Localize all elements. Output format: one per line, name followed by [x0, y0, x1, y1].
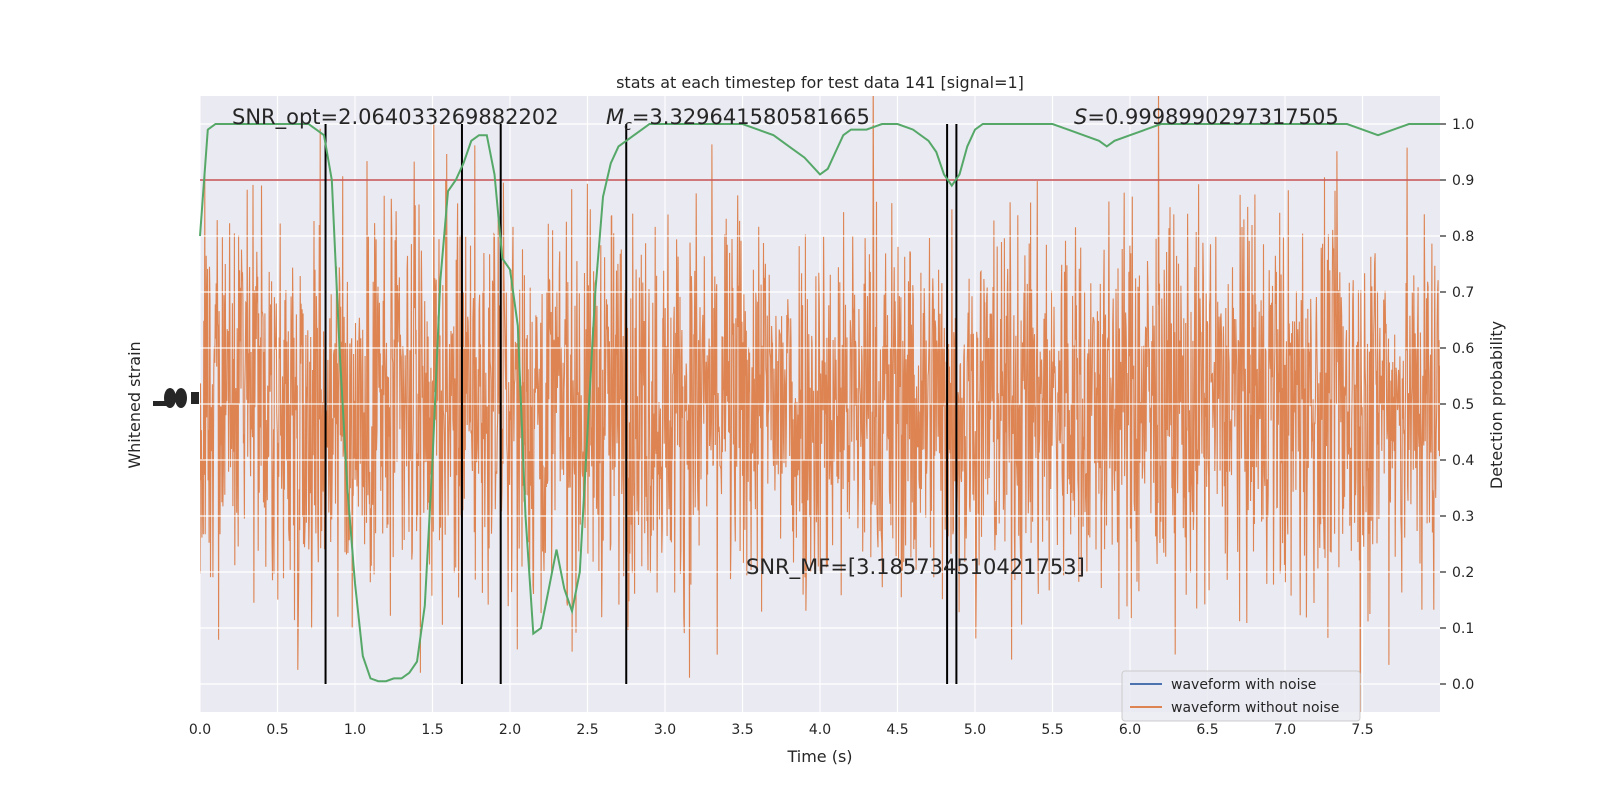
x-tick-label: 3.5 — [731, 722, 753, 738]
x-tick-label: 2.0 — [499, 722, 521, 738]
x-tick-label: 0.0 — [189, 722, 211, 738]
mc-annotation: Mc=3.329641580581665 — [606, 105, 870, 134]
left-tick-cluster-blob — [175, 388, 187, 408]
waveform-without-noise-line — [200, 96, 1440, 712]
left-axis-tick-cluster — [153, 388, 199, 408]
x-tick-label: 1.0 — [344, 722, 366, 738]
x-tick-label: 4.0 — [809, 722, 831, 738]
y-tick-label: 0.2 — [1452, 565, 1474, 581]
x-tick-label: 5.5 — [1041, 722, 1063, 738]
y-tick-label: 0.1 — [1452, 621, 1474, 637]
legend-label-without-noise: waveform without noise — [1171, 700, 1339, 716]
mc-symbol: M — [606, 105, 624, 129]
s-annotation: S=0.9998990297317505 — [1074, 105, 1339, 129]
x-tick-label: 6.0 — [1119, 722, 1141, 738]
x-axis-label: Time (s) — [786, 747, 852, 766]
x-tick-label: 6.5 — [1196, 722, 1218, 738]
x-tick-label: 2.5 — [576, 722, 598, 738]
y-tick-label: 0.8 — [1452, 229, 1474, 245]
x-tick-label: 7.5 — [1351, 722, 1373, 738]
snr-mf-annotation: SNR_MF=[3.185734510421753] — [746, 555, 1085, 580]
y-tick-label: 0.0 — [1452, 677, 1474, 693]
x-tick-label: 7.0 — [1274, 722, 1296, 738]
y-axis-label-left: Whitened strain — [125, 341, 144, 468]
x-tick-label: 0.5 — [266, 722, 288, 738]
chart-title: stats at each timestep for test data 141… — [616, 73, 1024, 92]
s-value: =0.9998990297317505 — [1087, 105, 1338, 129]
y-tick-label: 0.5 — [1452, 397, 1474, 413]
x-tick-label: 4.5 — [886, 722, 908, 738]
left-tick-cluster-blob — [164, 388, 176, 408]
y-tick-label: 0.4 — [1452, 453, 1474, 469]
snr-opt-annotation: SNR_opt=2.064033269882202 — [232, 105, 559, 130]
left-tick-cluster-mark — [191, 392, 199, 404]
s-symbol: S — [1074, 105, 1087, 129]
x-tick-label: 1.5 — [421, 722, 443, 738]
x-axis-ticks: 0.0 0.5 1.0 1.5 2.0 2.5 3.0 3.5 4.0 4.5 5.0 5.5 6.0 6… — [189, 722, 1374, 738]
y-tick-label: 1.0 — [1452, 117, 1474, 133]
legend-label-with-noise: waveform with noise — [1171, 677, 1316, 693]
y-axis-label-right: Detection probability — [1487, 321, 1506, 489]
y-tick-label: 0.6 — [1452, 341, 1474, 357]
detection-probability-line — [199, 123, 1440, 683]
x-tick-label: 3.0 — [654, 722, 676, 738]
y-tick-label: 0.7 — [1452, 285, 1474, 301]
legend-box — [1121, 670, 1361, 722]
legend: waveform with noise waveform without noi… — [1121, 670, 1361, 722]
mc-subscript: c — [624, 118, 632, 134]
y-tick-label: 0.9 — [1452, 173, 1474, 189]
left-tick-cluster-bar — [153, 401, 173, 406]
y-tick-label: 0.3 — [1452, 509, 1474, 525]
vertical-lines — [324, 124, 958, 684]
y-axis-ticks-right: 0.0 0.1 0.2 0.3 0.4 0.5 0.6 0.7 0.8 0.9 1.0 — [1440, 117, 1474, 693]
x-tick-label: 5.0 — [964, 722, 986, 738]
mc-value: =3.329641580581665 — [632, 105, 870, 129]
